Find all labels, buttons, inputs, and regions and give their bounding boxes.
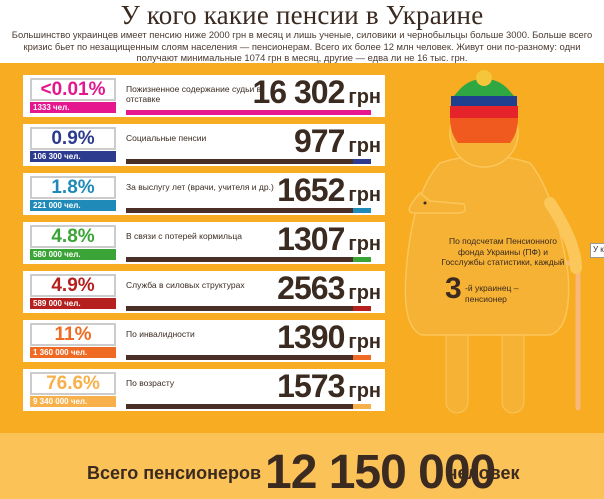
- pension-amount: 1652 грн: [277, 172, 381, 209]
- pension-row: 4.9% 589 000 чел. Служба в силовых структу…: [23, 270, 385, 313]
- footer-label: Всего пенсионеров: [87, 463, 262, 483]
- granny-leg-right: [501, 324, 525, 414]
- granny-leg-left: [445, 324, 469, 414]
- pension-percent: 1.8%: [30, 176, 116, 199]
- pension-amount: 1390 грн: [277, 319, 381, 356]
- footer-total: Всего пенсионеров 12 150 000 человек: [0, 433, 604, 499]
- currency-unit: грн: [348, 233, 381, 255]
- pension-row: 1.8% 221 000 чел. За выслугу лет (врачи, у…: [23, 172, 385, 215]
- pension-bar: [126, 404, 371, 409]
- pension-amount: 1307 грн: [277, 221, 381, 258]
- pension-percent: 4.9%: [30, 274, 116, 297]
- pension-amount: 1573 грн: [277, 368, 381, 405]
- currency-unit: грн: [348, 86, 381, 108]
- pension-count: 106 300 чел.: [30, 151, 116, 162]
- pension-count: 9 340 000 чел.: [30, 396, 116, 407]
- granny-bottom-text: украинец – пенсионер: [465, 283, 519, 304]
- granny-caption: По подсчетам Пенсионного фонда Украины (…: [441, 236, 565, 267]
- pension-amount-value: 16 302: [252, 74, 345, 110]
- granny-caption-bottom: -й украинец – пенсионер: [465, 283, 537, 304]
- pension-percent: 0.9%: [30, 127, 116, 150]
- currency-unit: грн: [348, 135, 381, 157]
- pension-amount-value: 1573: [277, 368, 345, 404]
- tooltip: У к: [590, 243, 604, 258]
- pension-percent: 76.6%: [30, 372, 116, 395]
- pension-amount: 2563 грн: [277, 270, 381, 307]
- pension-bar: [126, 159, 371, 164]
- pension-label: По возрасту: [126, 378, 175, 388]
- pension-amount-value: 1652: [277, 172, 345, 208]
- pension-bar: [126, 208, 371, 213]
- pension-label: Социальные пенсии: [126, 133, 207, 143]
- page-title: У кого какие пенсии в Украине: [120, 0, 484, 30]
- granny-arm: [408, 191, 466, 214]
- pension-label: В связи с потерей кормильца: [126, 231, 242, 241]
- currency-unit: грн: [348, 380, 381, 402]
- pension-bar: [126, 257, 371, 262]
- granny-suffix: -й: [465, 283, 473, 293]
- pension-percent: 4.8%: [30, 225, 116, 248]
- pension-bar-accent: [353, 306, 371, 311]
- pension-percent: 11%: [30, 323, 116, 346]
- footer-total-number: 12 150 000: [265, 446, 496, 499]
- footer-unit: человек: [447, 463, 520, 483]
- pension-amount-value: 1390: [277, 319, 345, 355]
- pension-bar-accent: [353, 208, 371, 213]
- granny-illustration: [404, 70, 582, 414]
- pension-label: За выслугу лет (врачи, учителя и др.): [126, 182, 274, 192]
- pension-bar: [126, 355, 371, 360]
- pension-count: 221 000 чел.: [30, 200, 116, 211]
- pension-bar-accent: [353, 257, 371, 262]
- pension-amount-value: 2563: [277, 270, 345, 306]
- pension-label: Служба в силовых структурах: [126, 280, 245, 290]
- pension-bar-accent: [353, 159, 371, 164]
- pension-label: Пожизненное содержание судьи в отставке: [126, 84, 262, 104]
- granny-big-number: 3: [445, 272, 462, 305]
- pension-bar-accent: [353, 404, 371, 409]
- pension-row: 11% 1 360 000 чел. По инвалидности 1390 грн: [23, 319, 385, 362]
- granny-body: [404, 154, 570, 336]
- pension-row: <0.01% 1333 чел. Пожизненное содержание су…: [23, 74, 385, 117]
- pension-bar-accent: [353, 355, 371, 360]
- pension-row: 0.9% 106 300 чел. Социальные пенсии 977 грн: [23, 123, 385, 166]
- pension-amount-value: 1307: [277, 221, 345, 257]
- currency-unit: грн: [348, 331, 381, 353]
- pension-count: 1333 чел.: [30, 102, 116, 113]
- pension-bar: [126, 306, 371, 311]
- pension-label: По инвалидности: [126, 329, 195, 339]
- pension-amount: 977 грн: [294, 123, 381, 160]
- striped-hat: [450, 70, 518, 143]
- pension-count: 580 000 чел.: [30, 249, 116, 260]
- pension-row: 76.6% 9 340 000 чел. По возрасту 1573 грн: [23, 368, 385, 411]
- page-subtitle: Большинство украинцев имеет пенсию ниже …: [11, 29, 593, 63]
- currency-unit: грн: [348, 282, 381, 304]
- currency-unit: грн: [348, 184, 381, 206]
- pension-amount-value: 977: [293, 123, 345, 159]
- pension-count: 1 360 000 чел.: [30, 347, 116, 358]
- pension-bar: [126, 110, 371, 115]
- pension-amount: 16 302 грн: [252, 74, 381, 111]
- pension-percent: <0.01%: [30, 78, 116, 101]
- pension-row: 4.8% 580 000 чел. В связи с потерей кормил…: [23, 221, 385, 264]
- pension-count: 589 000 чел.: [30, 298, 116, 309]
